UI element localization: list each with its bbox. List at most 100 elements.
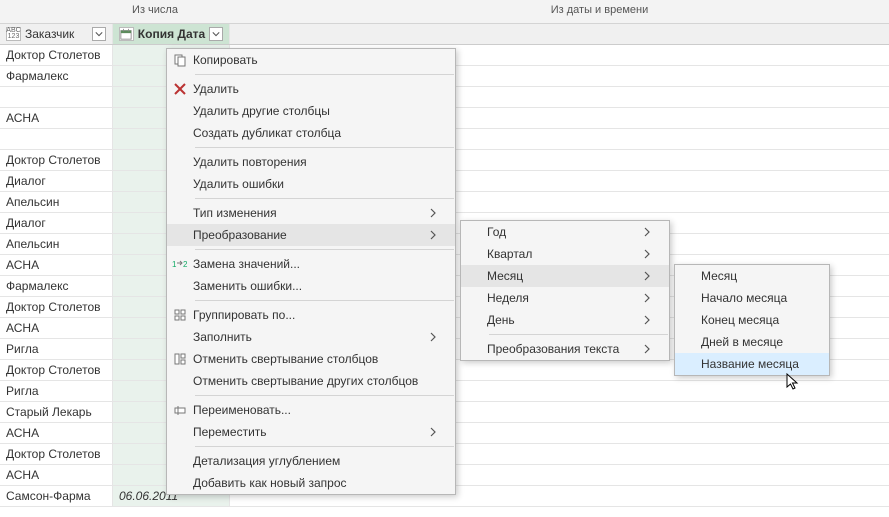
- ctx-item[interactable]: Удалить повторения: [167, 151, 455, 173]
- menu-item-label: Название месяца: [701, 357, 801, 371]
- ctx-item[interactable]: Удалить: [167, 78, 455, 100]
- month-item[interactable]: Конец месяца: [675, 309, 829, 331]
- ribbon-label-date: Из даты и времени: [310, 0, 889, 23]
- cell-customer[interactable]: Фармалекс: [0, 66, 113, 86]
- rename-icon: [167, 403, 193, 417]
- transform-item[interactable]: Неделя: [461, 287, 669, 309]
- month-item[interactable]: Дней в месяце: [675, 331, 829, 353]
- ctx-item[interactable]: Отменить свертывание других столбцов: [167, 370, 455, 392]
- menu-item-label: Дней в месяце: [701, 335, 801, 349]
- menu-item-label: Удалить повторения: [193, 155, 427, 169]
- context-menu-column: Копировать Удалить Удалить другие столбцы С…: [166, 48, 456, 495]
- menu-item-label: Удалить другие столбцы: [193, 104, 427, 118]
- cell-customer[interactable]: АСНА: [0, 318, 113, 338]
- menu-item-label: Отменить свертывание других столбцов: [193, 374, 427, 388]
- filter-dropdown-icon[interactable]: [209, 27, 223, 41]
- cell-customer[interactable]: АСНА: [0, 108, 113, 128]
- menu-item-label: Удалить: [193, 82, 427, 96]
- ctx-item[interactable]: Отменить свертывание столбцов: [167, 348, 455, 370]
- submenu-arrow-icon: [641, 271, 653, 281]
- menu-item-label: Заполнить: [193, 330, 427, 344]
- menu-item-label: Преобразование: [193, 228, 427, 242]
- cell-customer[interactable]: АСНА: [0, 255, 113, 275]
- cell-customer[interactable]: [0, 129, 113, 149]
- transform-item[interactable]: Год: [461, 221, 669, 243]
- cell-customer[interactable]: Доктор Столетов: [0, 360, 113, 380]
- cell-customer[interactable]: Ригла: [0, 339, 113, 359]
- ctx-item[interactable]: Добавить как новый запрос: [167, 472, 455, 494]
- header-customer-label: Заказчик: [25, 27, 88, 41]
- menu-item-label: Месяц: [701, 269, 801, 283]
- menu-separator: [195, 300, 454, 301]
- ctx-item[interactable]: 12Замена значений...: [167, 253, 455, 275]
- cell-customer[interactable]: Ригла: [0, 381, 113, 401]
- submenu-arrow-icon: [641, 249, 653, 259]
- ribbon-group-labels: Из числа Из даты и времени: [0, 0, 889, 24]
- submenu-arrow-icon: [641, 293, 653, 303]
- menu-item-label: Неделя: [487, 291, 641, 305]
- ctx-item[interactable]: Удалить другие столбцы: [167, 100, 455, 122]
- group-icon: [167, 308, 193, 322]
- ctx-item[interactable]: Детализация углублением: [167, 450, 455, 472]
- filter-dropdown-icon[interactable]: [92, 27, 106, 41]
- cell-customer[interactable]: АСНА: [0, 423, 113, 443]
- replace-icon: 12: [167, 258, 193, 270]
- menu-item-label: Создать дубликат столбца: [193, 126, 427, 140]
- transform-item[interactable]: Преобразования текста: [461, 338, 669, 360]
- ctx-item[interactable]: Тип изменения: [167, 202, 455, 224]
- menu-item-label: Переименовать...: [193, 403, 427, 417]
- cell-customer[interactable]: Доктор Столетов: [0, 444, 113, 464]
- menu-separator: [195, 198, 454, 199]
- cell-customer[interactable]: Старый Лекарь: [0, 402, 113, 422]
- ctx-item[interactable]: Заменить ошибки...: [167, 275, 455, 297]
- ribbon-label-number: Из числа: [0, 0, 310, 23]
- ctx-item[interactable]: Группировать по...: [167, 304, 455, 326]
- ctx-item[interactable]: Переименовать...: [167, 399, 455, 421]
- cell-customer[interactable]: Фармалекс: [0, 276, 113, 296]
- header-row: ABC123 Заказчик Копия Дата: [0, 24, 889, 45]
- cell-customer[interactable]: Доктор Столетов: [0, 45, 113, 65]
- svg-text:1: 1: [172, 260, 177, 269]
- menu-item-label: Добавить как новый запрос: [193, 476, 427, 490]
- menu-item-label: Год: [487, 225, 641, 239]
- menu-item-label: Замена значений...: [193, 257, 427, 271]
- menu-item-label: Отменить свертывание столбцов: [193, 352, 427, 366]
- ctx-item[interactable]: Преобразование: [167, 224, 455, 246]
- submenu-arrow-icon: [641, 227, 653, 237]
- header-date[interactable]: Копия Дата: [113, 24, 230, 44]
- cell-customer[interactable]: Апельсин: [0, 192, 113, 212]
- menu-item-label: Тип изменения: [193, 206, 427, 220]
- ctx-item[interactable]: Переместить: [167, 421, 455, 443]
- ctx-item[interactable]: Удалить ошибки: [167, 173, 455, 195]
- ctx-item[interactable]: Заполнить: [167, 326, 455, 348]
- submenu-arrow-icon: [641, 344, 653, 354]
- menu-item-label: День: [487, 313, 641, 327]
- cell-customer[interactable]: Доктор Столетов: [0, 297, 113, 317]
- cell-customer[interactable]: Диалог: [0, 213, 113, 233]
- ctx-item[interactable]: Создать дубликат столбца: [167, 122, 455, 144]
- menu-item-label: Заменить ошибки...: [193, 279, 427, 293]
- cell-customer[interactable]: [0, 87, 113, 107]
- cell-customer[interactable]: Диалог: [0, 171, 113, 191]
- month-item[interactable]: Месяц: [675, 265, 829, 287]
- cell-customer[interactable]: Доктор Столетов: [0, 150, 113, 170]
- submenu-arrow-icon: [427, 332, 439, 342]
- menu-separator: [489, 334, 668, 335]
- month-item[interactable]: Начало месяца: [675, 287, 829, 309]
- submenu-transform: Год КварталМесяц Неделя День Преобразования …: [460, 220, 670, 361]
- menu-item-label: Конец месяца: [701, 313, 801, 327]
- header-customer[interactable]: ABC123 Заказчик: [0, 24, 113, 44]
- ctx-item[interactable]: Копировать: [167, 49, 455, 71]
- menu-separator: [195, 446, 454, 447]
- menu-separator: [195, 249, 454, 250]
- transform-item[interactable]: День: [461, 309, 669, 331]
- menu-separator: [195, 147, 454, 148]
- transform-item[interactable]: Месяц: [461, 265, 669, 287]
- month-item[interactable]: Название месяца: [675, 353, 829, 375]
- type-icon[interactable]: ABC123: [6, 27, 21, 41]
- cell-customer[interactable]: Апельсин: [0, 234, 113, 254]
- cell-customer[interactable]: АСНА: [0, 465, 113, 485]
- cell-customer[interactable]: Самсон-Фарма: [0, 486, 113, 506]
- transform-item[interactable]: Квартал: [461, 243, 669, 265]
- calendar-icon[interactable]: [119, 27, 134, 41]
